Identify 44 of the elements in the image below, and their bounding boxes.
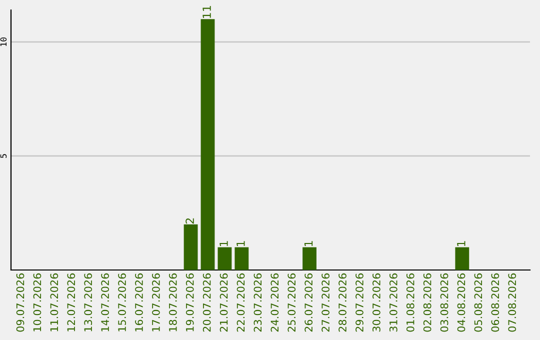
x-tick-label: 02.08.2026 — [423, 273, 432, 332]
x-tick-label: 07.08.2026 — [508, 273, 516, 332]
data-label: 1 — [304, 241, 313, 246]
x-tick-label: 11.07.2026 — [50, 273, 58, 332]
x-tick-label: 27.07.2026 — [322, 273, 330, 332]
x-tick-label: 20.07.2026 — [202, 273, 211, 332]
x-tick-label: 29.07.2026 — [356, 273, 364, 332]
y-tick-label: 5 — [0, 154, 7, 158]
x-tick-label: 18.07.2026 — [168, 273, 177, 332]
x-tick-label: 26.07.2026 — [304, 273, 313, 332]
x-tick-label: 16.07.2026 — [135, 273, 143, 332]
x-tick-label: 14.07.2026 — [101, 273, 110, 332]
data-label: 1 — [236, 241, 245, 246]
y-tick-label: 10 — [0, 37, 7, 46]
x-tick-label: 04.08.2026 — [457, 273, 466, 332]
data-label: 11 — [202, 6, 211, 18]
data-label: 2 — [186, 218, 194, 224]
x-tick-label: 15.07.2026 — [118, 273, 126, 332]
x-tick-label: 22.07.2026 — [236, 273, 245, 332]
x-tick-label: 24.07.2026 — [270, 273, 279, 332]
bar — [200, 19, 215, 270]
data-label: 1 — [220, 241, 228, 246]
x-tick-label: 05.08.2026 — [474, 273, 482, 332]
x-tick-label: 28.07.2026 — [338, 273, 346, 332]
data-label: 1 — [457, 241, 466, 246]
x-tick-label: 13.07.2026 — [84, 273, 92, 332]
x-tick-label: 30.07.2026 — [372, 273, 380, 332]
bar — [455, 247, 470, 270]
bar — [234, 247, 249, 270]
x-tick-label: 31.07.2026 — [389, 273, 398, 332]
bar — [218, 247, 232, 270]
x-tick-label: 03.08.2026 — [440, 273, 448, 332]
x-tick-label: 10.07.2026 — [33, 273, 42, 332]
bar — [184, 224, 198, 270]
x-tick-label: 06.08.2026 — [491, 273, 500, 332]
x-tick-label: 23.07.2026 — [254, 273, 262, 332]
x-tick-label: 19.07.2026 — [186, 273, 194, 332]
bar — [302, 247, 316, 270]
x-tick-label: 21.07.2026 — [220, 273, 228, 332]
x-tick-label: 17.07.2026 — [152, 273, 160, 332]
x-tick-label: 01.08.2026 — [406, 273, 414, 332]
x-tick-label: 25.07.2026 — [288, 273, 296, 332]
x-tick-label: 09.07.2026 — [16, 273, 24, 332]
x-tick-label: 12.07.2026 — [67, 273, 76, 332]
